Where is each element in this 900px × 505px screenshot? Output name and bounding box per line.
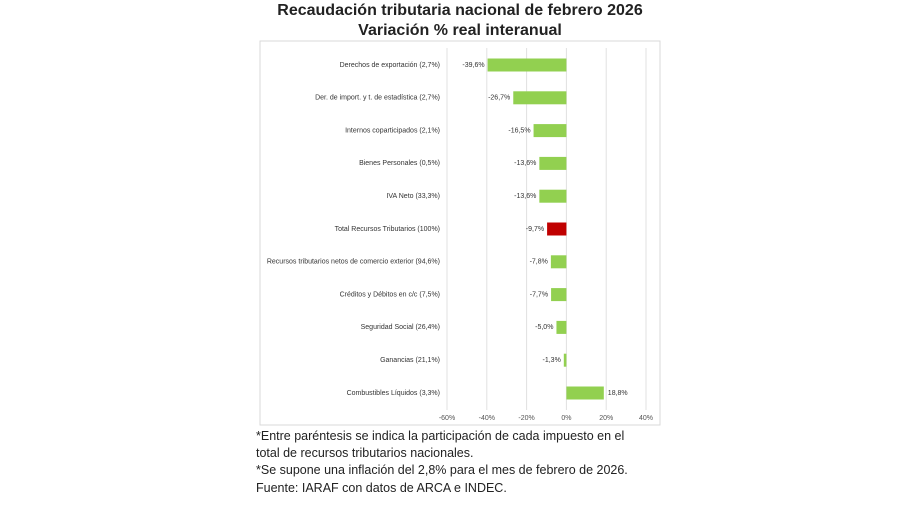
chart-subtitle: Variación % real interanual — [358, 22, 562, 39]
value-label: -5,0% — [535, 324, 553, 331]
category-label: Total Recursos Tributarios (100%) — [335, 226, 440, 233]
category-label: Seguridad Social (26,4%) — [361, 324, 440, 331]
bar — [513, 91, 567, 105]
note: *Se supone una inflación del 2,8% para e… — [256, 463, 628, 477]
bar — [566, 386, 604, 400]
bar — [556, 320, 567, 334]
value-label: -1,3% — [543, 357, 561, 364]
chart: Recaudación tributaria nacional de febre… — [259, 2, 661, 426]
bar — [487, 58, 567, 72]
note: Fuente: IARAF con datos de ARCA e INDEC. — [256, 481, 507, 495]
bar — [539, 156, 567, 170]
category-label: Recursos tributarios netos de comercio e… — [267, 259, 440, 266]
plot-frame — [259, 40, 661, 426]
category-label: IVA Neto (33,3%) — [386, 193, 440, 200]
value-label: -7,7% — [530, 291, 548, 298]
x-tick-label: 40% — [639, 415, 653, 422]
category-label: Créditos y Débitos en c/c (7,5%) — [340, 291, 440, 298]
value-label: -13,6% — [514, 160, 536, 167]
category-label: Bienes Personales (0,5%) — [359, 160, 440, 167]
value-label: 18,8% — [608, 390, 628, 397]
x-tick-label: -40% — [479, 415, 495, 422]
bar — [539, 189, 567, 203]
x-tick-label: 20% — [599, 415, 613, 422]
category-label: Ganancias (21,1%) — [380, 357, 440, 364]
category-label: Internos coparticipados (2,1%) — [345, 127, 440, 134]
bar — [563, 353, 567, 367]
value-label: -9,7% — [526, 226, 544, 233]
x-tick-label: -60% — [439, 415, 455, 422]
category-label: Derechos de exportación (2,7%) — [340, 62, 440, 69]
x-tick-label: 0% — [561, 415, 571, 422]
chart-title: Recaudación tributaria nacional de febre… — [277, 2, 643, 19]
x-tick-label: -20% — [518, 415, 534, 422]
value-label: -16,5% — [508, 127, 530, 134]
category-label: Der. de import. y t. de estadística (2,7… — [315, 95, 440, 102]
bar — [547, 222, 567, 236]
value-label: -13,6% — [514, 193, 536, 200]
value-label: -39,6% — [462, 62, 484, 69]
bar — [551, 288, 567, 302]
note: *Entre paréntesis se indica la participa… — [256, 429, 625, 460]
bar — [550, 255, 567, 269]
value-label: -26,7% — [488, 95, 510, 102]
value-label: -7,8% — [530, 259, 548, 266]
category-label: Combustibles Líquidos (3,3%) — [347, 390, 440, 397]
bar — [533, 124, 567, 138]
